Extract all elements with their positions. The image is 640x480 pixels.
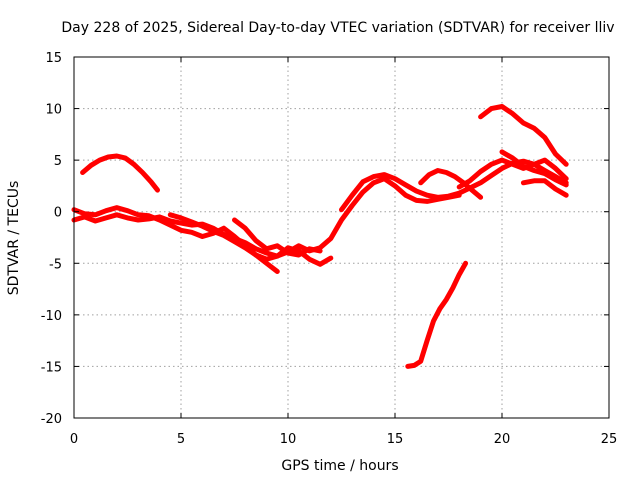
- y-tick-label: -10: [41, 309, 62, 324]
- x-tick-label: 10: [280, 432, 297, 447]
- y-tick-label: 0: [54, 206, 62, 221]
- series-arc-12: [405, 260, 469, 369]
- y-axis-label: SDTVAR / TECUs: [6, 181, 22, 296]
- series-layer: [71, 104, 569, 369]
- y-tick-label: 10: [45, 103, 62, 118]
- series-arc-1: [80, 153, 160, 193]
- series-arc-4: [167, 212, 334, 267]
- x-tick-label: 20: [494, 432, 511, 447]
- y-tick-label: -5: [49, 257, 62, 272]
- series-arc-6: [339, 158, 569, 213]
- x-tick-label: 25: [601, 432, 618, 447]
- y-tick-label: -15: [41, 360, 62, 375]
- series-arc-7: [418, 168, 484, 200]
- series-arc-2: [71, 176, 462, 259]
- series-arc-10: [499, 149, 569, 188]
- y-tick-label: -20: [41, 412, 62, 427]
- x-axis-label: GPS time / hours: [281, 458, 398, 474]
- x-tick-label: 15: [387, 432, 404, 447]
- x-tick-label: 5: [177, 432, 185, 447]
- plot-frame: [73, 56, 610, 419]
- series-arc-11: [520, 178, 569, 198]
- series-arc-8: [456, 157, 569, 190]
- series-arc-9: [478, 104, 569, 167]
- y-tick-label: 5: [54, 154, 62, 169]
- chart-title: Day 228 of 2025, Sidereal Day-to-day VTE…: [61, 20, 614, 36]
- y-tick-label: 15: [45, 51, 62, 66]
- ticks: 0 5 10 15 20 25 -20 -15 -10 -5 0 5 10 15: [41, 51, 618, 447]
- grid: [74, 57, 609, 418]
- x-tick-label: 0: [70, 432, 78, 447]
- series-arc-5: [232, 217, 323, 258]
